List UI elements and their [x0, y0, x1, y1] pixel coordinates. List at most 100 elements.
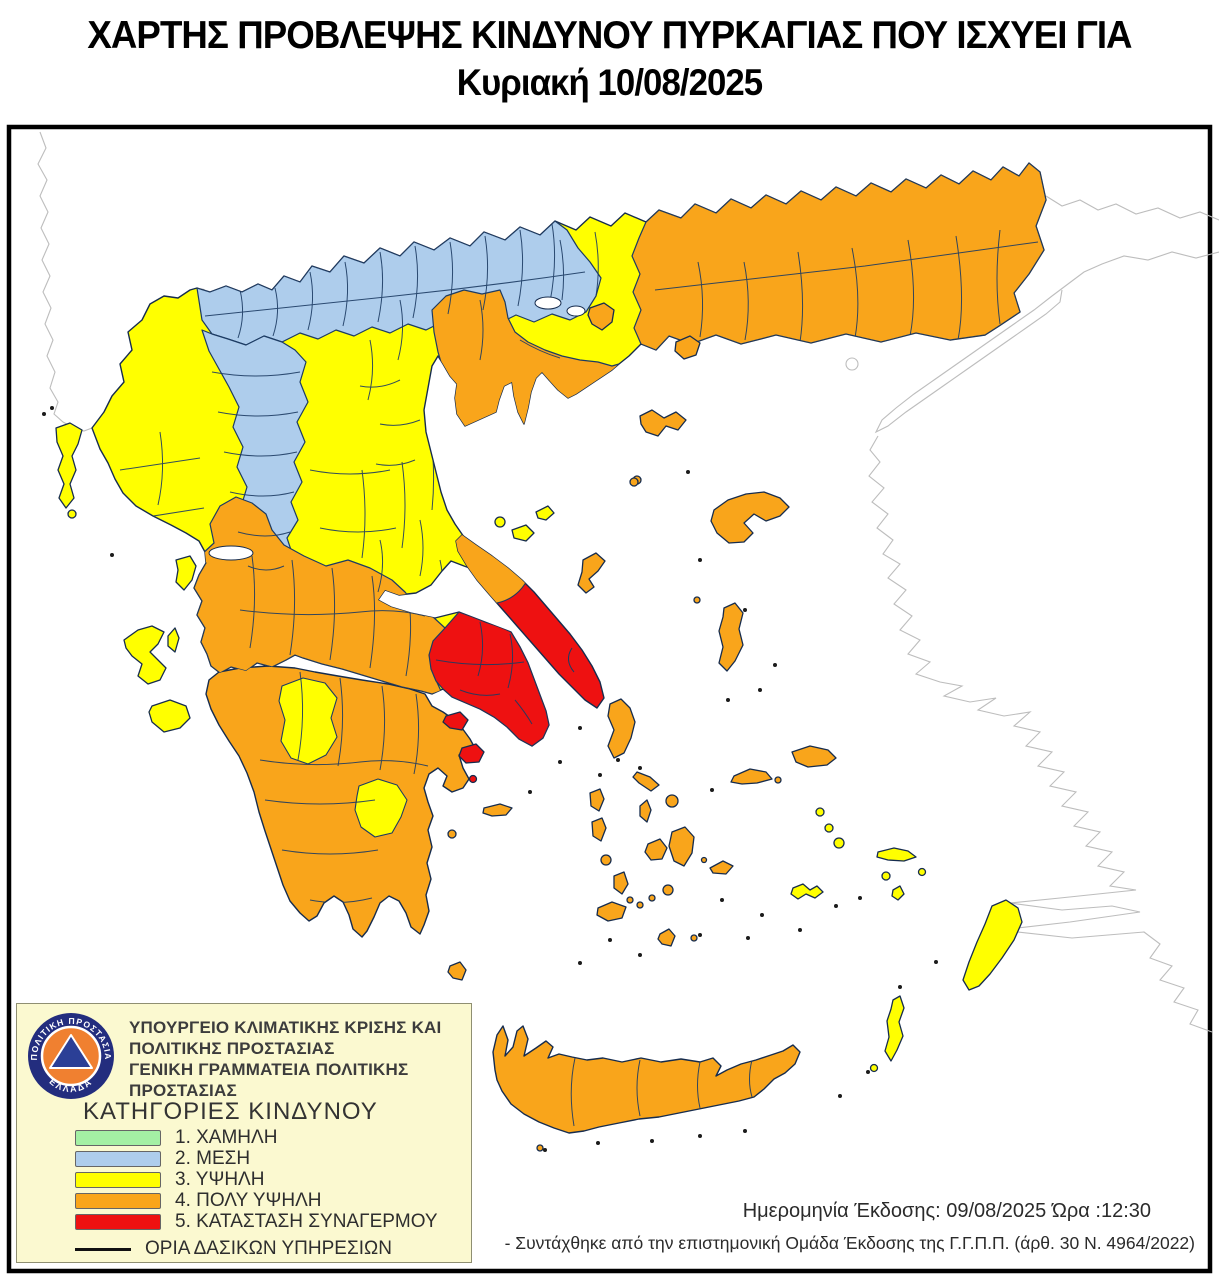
area-salamina	[442, 711, 469, 731]
legend-label-alert: 5. ΚΑΤΑΣΤΑΣΗ ΣΥΝΑΓΕΡΜΟΥ	[175, 1211, 438, 1232]
legend-label-high: 3. ΥΨΗΛΗ	[175, 1169, 265, 1190]
area-tinos	[632, 771, 660, 792]
area-psara	[693, 596, 701, 604]
area-kasos	[869, 1063, 879, 1073]
lakes-and-gulfs	[208, 296, 586, 561]
area-andros	[607, 698, 636, 759]
legend-row-alert: 5. ΚΑΤΑΣΤΑΣΗ ΣΥΝΑΓΕΡΜΟΥ	[75, 1211, 438, 1232]
area-astypalaia	[790, 883, 824, 900]
area-sikinos	[648, 894, 656, 902]
area-samos	[791, 745, 837, 768]
area-skiathos	[494, 516, 506, 528]
legend-label-very-high: 4. ΠΟΛΥ ΥΨΗΛΗ	[175, 1190, 322, 1211]
area-tilos	[891, 885, 905, 901]
title-line-2: Κυριακή 10/08/2025	[456, 62, 763, 103]
credit-line: - Συντάχθηκε από την επιστημονική Ομάδα …	[504, 1233, 1195, 1253]
area-kos	[876, 847, 917, 862]
legend-box: ΠΟΛΙΤΙΚΗ ΠΡΟΣΤΑΣΙΑ ΕΛΛΑΔΑ ΥΠΟΥΡΓΕΙΟ ΚΛΙΜ…	[16, 1003, 472, 1263]
agency-line-1: ΥΠΟΥΡΓΕΙΟ ΚΛΙΜΑΤΙΚΗΣ ΚΡΙΣΗΣ ΚΑΙ	[129, 1018, 442, 1037]
area-koufonisia	[700, 856, 708, 864]
swatch-alert	[75, 1214, 161, 1230]
area-poros	[468, 774, 478, 784]
area-rhodes	[962, 899, 1023, 991]
area-alonissos	[535, 505, 555, 521]
area-hydra	[482, 803, 513, 817]
title-line-1: ΧΑΡΤΗΣ ΠΡΟΒΛΕΨΗΣ ΚΙΝΔΥΝΟΥ ΠΥΡΚΑΓΙΑΣ ΠΟΥ …	[87, 14, 1132, 57]
footer-notes: Ημερομηνία Έκδοσης: 09/08/2025 Ώρα :12:3…	[505, 1200, 1195, 1254]
area-mykonos	[665, 794, 679, 808]
map-title: ΧΑΡΤΗΣ ΠΡΟΒΛΕΨΗΣ ΚΙΝΔΥΝΟΥ ΠΥΡΚΑΓΙΑΣ ΠΟΥ …	[0, 14, 1219, 104]
legend-row-very-high: 4. ΠΟΛΥ ΥΨΗΛΗ	[75, 1190, 438, 1211]
agency-line-2: ΠΟΛΙΤΙΚΗΣ ΠΡΟΣΤΑΣΙΑΣ	[129, 1039, 335, 1059]
area-amorgos	[709, 860, 734, 875]
area-syros	[639, 799, 652, 823]
area-peloponnese	[205, 665, 477, 938]
area-chios	[718, 602, 744, 672]
area-lesvos	[710, 491, 790, 544]
civil-protection-logo: ΠΟΛΙΤΙΚΗ ΠΡΟΣΤΑΣΙΑ ΕΛΛΑΔΑ	[28, 1013, 114, 1099]
area-agios-efstratios	[629, 477, 639, 487]
legend-label-medium: 2. ΜΕΣΗ	[175, 1148, 251, 1169]
area-crete	[492, 1025, 801, 1134]
area-serifos	[600, 854, 612, 866]
area-anafi	[690, 934, 698, 942]
area-skyros	[577, 552, 606, 594]
area-pelop-yellow-east	[354, 778, 408, 838]
turkey-aegean-coastline	[868, 435, 1213, 1033]
area-karpathos	[884, 995, 905, 1062]
legend-items: 1. ΧΑΜΗΛΗ 2. ΜΕΣΗ 3. ΥΨΗΛΗ 4. ΠΟΛΥ ΥΨΗΛΗ…	[75, 1127, 438, 1233]
area-limnos	[639, 409, 687, 437]
marmara-north-coast	[1045, 195, 1219, 221]
area-aegina	[458, 743, 485, 764]
area-leros	[824, 823, 834, 833]
area-thrace	[631, 163, 1046, 351]
swatch-medium	[75, 1151, 161, 1167]
area-kimolos	[626, 896, 634, 904]
legend-label-low: 1. ΧΑΜΗΛΗ	[175, 1127, 278, 1148]
boundary-legend-row: ΟΡΙΑ ΔΑΣΙΚΩΝ ΥΠΗΡΕΣΙΩΝ	[75, 1238, 392, 1260]
logo-triangle-icon	[49, 1034, 93, 1069]
swatch-very-high	[75, 1193, 161, 1209]
albania-coastline	[37, 131, 93, 432]
area-kea	[589, 788, 605, 812]
legend-row-high: 3. ΥΨΗΛΗ	[75, 1169, 438, 1190]
legend-row-medium: 2. ΜΕΣΗ	[75, 1148, 438, 1169]
area-samothrace	[674, 335, 701, 360]
area-symi	[917, 867, 927, 877]
area-naxos	[668, 826, 695, 867]
area-santorini	[657, 928, 676, 947]
boundary-legend-label: ΟΡΙΑ ΔΑΣΙΚΩΝ ΥΠΗΡΕΣΙΩΝ	[145, 1238, 392, 1259]
area-patmos	[815, 807, 825, 817]
area-paxos	[67, 509, 77, 519]
area-sifnos	[613, 871, 629, 895]
area-ikaria	[730, 768, 773, 785]
area-kythira	[447, 961, 467, 981]
islands	[55, 302, 1023, 1152]
area-skopelos	[511, 524, 535, 542]
boundary-line-symbol	[75, 1247, 131, 1251]
area-thasos	[587, 302, 615, 331]
area-ios	[662, 884, 674, 896]
forest-service-boundaries-peloponnese	[259, 671, 429, 904]
issue-date-line: Ημερομηνία Έκδοσης: 09/08/2025 Ώρα :12:3…	[742, 1200, 1151, 1222]
tenedos-outline	[845, 357, 859, 371]
swatch-low	[75, 1130, 161, 1146]
area-corfu	[55, 422, 83, 509]
area-nisyros	[881, 871, 891, 881]
area-pelop-yellow-north	[278, 677, 338, 765]
area-kythnos	[591, 817, 607, 842]
legend-row-low: 1. ΧΑΜΗΛΗ	[75, 1127, 438, 1148]
forest-service-boundaries-mainland	[119, 223, 1039, 725]
forest-service-boundaries-crete	[570, 1057, 753, 1127]
area-paros	[644, 838, 668, 861]
evia-internal-border	[568, 647, 575, 673]
swatch-high	[75, 1172, 161, 1188]
islet-dots	[42, 406, 938, 1152]
area-sterea-south	[193, 496, 446, 695]
area-zakynthos	[148, 699, 191, 733]
agency-line-3: ΓΕΝΙΚΗ ΓΡΑΜΜΑΤΕΙΑ ΠΟΛΙΤΙΚΗΣ ΠΡΟΣΤΑΣΙΑΣ	[129, 1060, 409, 1101]
area-gavdos	[536, 1144, 544, 1152]
agency-title: ΥΠΟΥΡΓΕΙΟ ΚΛΙΜΑΤΙΚΗΣ ΚΡΙΣΗΣ ΚΑΙ ΠΟΛΙΤΙΚΗ…	[129, 1017, 471, 1101]
area-ithaca	[167, 627, 180, 653]
